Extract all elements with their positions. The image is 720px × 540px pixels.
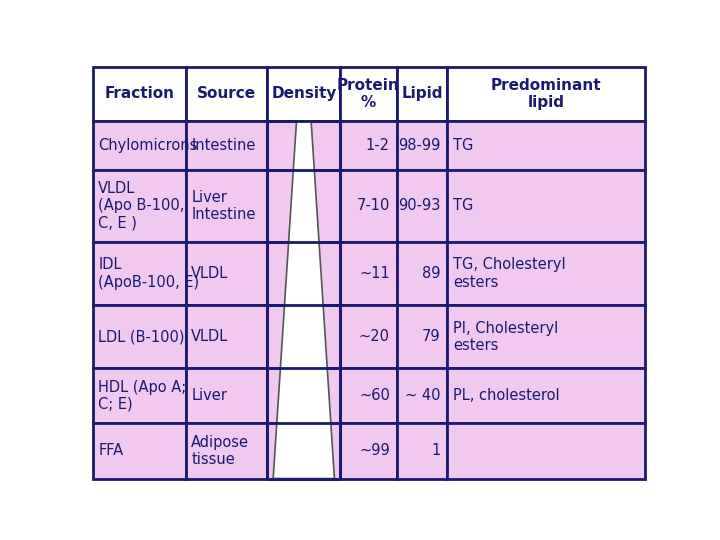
Text: VLDL
(Apo B-100,
C, E ): VLDL (Apo B-100, C, E ): [99, 181, 185, 231]
Bar: [267, 67, 341, 121]
Bar: [341, 170, 397, 242]
Text: 1: 1: [431, 443, 441, 458]
Text: TG: TG: [453, 138, 473, 153]
Bar: [447, 423, 645, 478]
Text: 1-2: 1-2: [366, 138, 390, 153]
Text: 89: 89: [422, 266, 441, 281]
Text: ~60: ~60: [359, 388, 390, 403]
Bar: [341, 121, 397, 170]
Bar: [447, 67, 645, 121]
Bar: [341, 423, 397, 478]
Bar: [397, 242, 447, 305]
Text: ~20: ~20: [359, 329, 390, 344]
Text: 79: 79: [422, 329, 441, 344]
Text: VLDL: VLDL: [192, 266, 228, 281]
Text: Intestine: Intestine: [192, 138, 256, 153]
Text: ~11: ~11: [359, 266, 390, 281]
Text: Predominant
lipid: Predominant lipid: [491, 78, 602, 110]
Text: Protein
%: Protein %: [337, 78, 400, 110]
Text: Density: Density: [271, 86, 336, 102]
Text: 98-99: 98-99: [398, 138, 441, 153]
Bar: [397, 368, 447, 423]
Bar: [447, 170, 645, 242]
Bar: [267, 423, 341, 478]
Text: PL, cholesterol: PL, cholesterol: [453, 388, 559, 403]
Text: ~ 40: ~ 40: [405, 388, 441, 403]
Text: VLDL: VLDL: [192, 329, 228, 344]
Bar: [186, 121, 267, 170]
Bar: [93, 67, 186, 121]
Bar: [186, 170, 267, 242]
Text: Adipose
tissue: Adipose tissue: [192, 435, 249, 467]
Bar: [341, 242, 397, 305]
Bar: [447, 121, 645, 170]
Bar: [267, 242, 341, 305]
Text: ~99: ~99: [359, 443, 390, 458]
Text: FFA: FFA: [99, 443, 124, 458]
Bar: [341, 368, 397, 423]
Text: IDL
(ApoB-100, E): IDL (ApoB-100, E): [99, 258, 199, 290]
Text: LDL (B-100): LDL (B-100): [99, 329, 185, 344]
Text: 7-10: 7-10: [356, 198, 390, 213]
Text: TG, Cholesteryl
esters: TG, Cholesteryl esters: [453, 258, 566, 290]
Bar: [267, 170, 341, 242]
Bar: [186, 242, 267, 305]
Bar: [397, 170, 447, 242]
Bar: [186, 368, 267, 423]
Text: Fraction: Fraction: [104, 86, 174, 102]
Text: 90-93: 90-93: [398, 198, 441, 213]
Bar: [447, 368, 645, 423]
Bar: [341, 305, 397, 368]
Bar: [397, 67, 447, 121]
Text: PI, Cholesteryl
esters: PI, Cholesteryl esters: [453, 321, 558, 353]
Bar: [397, 305, 447, 368]
Bar: [93, 423, 186, 478]
Bar: [93, 305, 186, 368]
Bar: [93, 121, 186, 170]
Polygon shape: [273, 121, 335, 478]
Bar: [186, 305, 267, 368]
Bar: [186, 423, 267, 478]
Text: Liver: Liver: [192, 388, 227, 403]
Bar: [267, 305, 341, 368]
Text: Liver
Intestine: Liver Intestine: [192, 190, 256, 222]
Text: Source: Source: [197, 86, 256, 102]
Bar: [447, 305, 645, 368]
Bar: [447, 242, 645, 305]
Bar: [267, 368, 341, 423]
Text: Lipid: Lipid: [401, 86, 443, 102]
Text: Chylomicrons: Chylomicrons: [99, 138, 198, 153]
Text: HDL (Apo A;
C; E): HDL (Apo A; C; E): [99, 380, 186, 412]
Bar: [397, 121, 447, 170]
Bar: [93, 368, 186, 423]
Text: TG: TG: [453, 198, 473, 213]
Bar: [186, 67, 267, 121]
Bar: [397, 423, 447, 478]
Bar: [93, 170, 186, 242]
Bar: [267, 121, 341, 170]
Bar: [93, 242, 186, 305]
Bar: [341, 67, 397, 121]
